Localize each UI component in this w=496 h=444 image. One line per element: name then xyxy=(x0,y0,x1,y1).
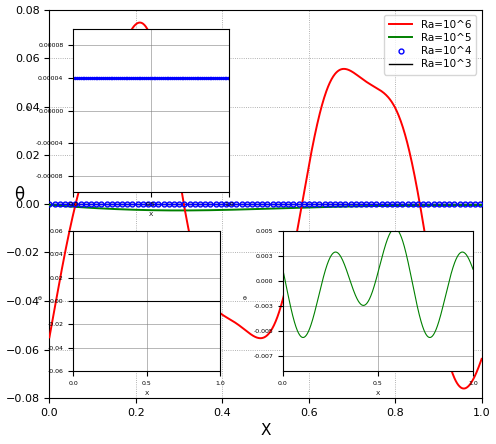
Ra=10^3 xyxy=(343,201,349,206)
Legend: Ra=10^6, Ra=10^5, Ra=10^4, Ra=10^3: Ra=10^6, Ra=10^5, Ra=10^4, Ra=10^3 xyxy=(384,15,477,75)
Ra=10^3 xyxy=(47,201,53,206)
Line: Ra=10^5: Ra=10^5 xyxy=(50,205,482,210)
Line: Ra=10^4: Ra=10^4 xyxy=(47,201,483,206)
Ra=10^5 xyxy=(222,207,228,213)
Ra=10^5 xyxy=(237,207,243,212)
Ra=10^6 xyxy=(384,93,390,99)
Ra=10^6 xyxy=(461,386,467,391)
Ra=10^5 xyxy=(344,204,350,209)
Ra=10^4 xyxy=(394,201,400,206)
Ra=10^5 xyxy=(384,203,390,209)
Ra=10^6 xyxy=(91,138,97,143)
Ra=10^4 xyxy=(72,201,78,206)
Ra=10^6 xyxy=(237,324,243,329)
Ra=10^3 xyxy=(391,201,397,206)
Ra=10^4 xyxy=(47,201,53,206)
Ra=10^4 xyxy=(373,201,379,206)
Ra=10^5 xyxy=(479,202,485,208)
Ra=10^3 xyxy=(479,201,485,206)
Ra=10^6 xyxy=(344,67,350,72)
Ra=10^6 xyxy=(137,20,143,25)
Ra=10^6 xyxy=(47,335,53,340)
Ra=10^6 xyxy=(392,104,398,110)
Ra=10^4 xyxy=(477,201,483,206)
Ra=10^6 xyxy=(479,356,485,361)
Ra=10^4 xyxy=(239,201,245,206)
Ra=10^3 xyxy=(91,201,97,206)
Line: Ra=10^6: Ra=10^6 xyxy=(50,23,482,388)
X-axis label: X: X xyxy=(260,424,271,438)
Ra=10^3 xyxy=(383,201,389,206)
Ra=10^4 xyxy=(52,201,58,206)
Ra=10^4 xyxy=(259,201,265,206)
Ra=10^5 xyxy=(177,208,183,213)
Ra=10^5 xyxy=(392,203,398,208)
Ra=10^3 xyxy=(237,201,243,206)
Ra=10^3 xyxy=(221,201,227,206)
Y-axis label: θ: θ xyxy=(14,186,24,204)
Ra=10^5 xyxy=(47,202,53,208)
Ra=10^5 xyxy=(91,205,97,210)
Ra=10^6 xyxy=(222,313,228,319)
